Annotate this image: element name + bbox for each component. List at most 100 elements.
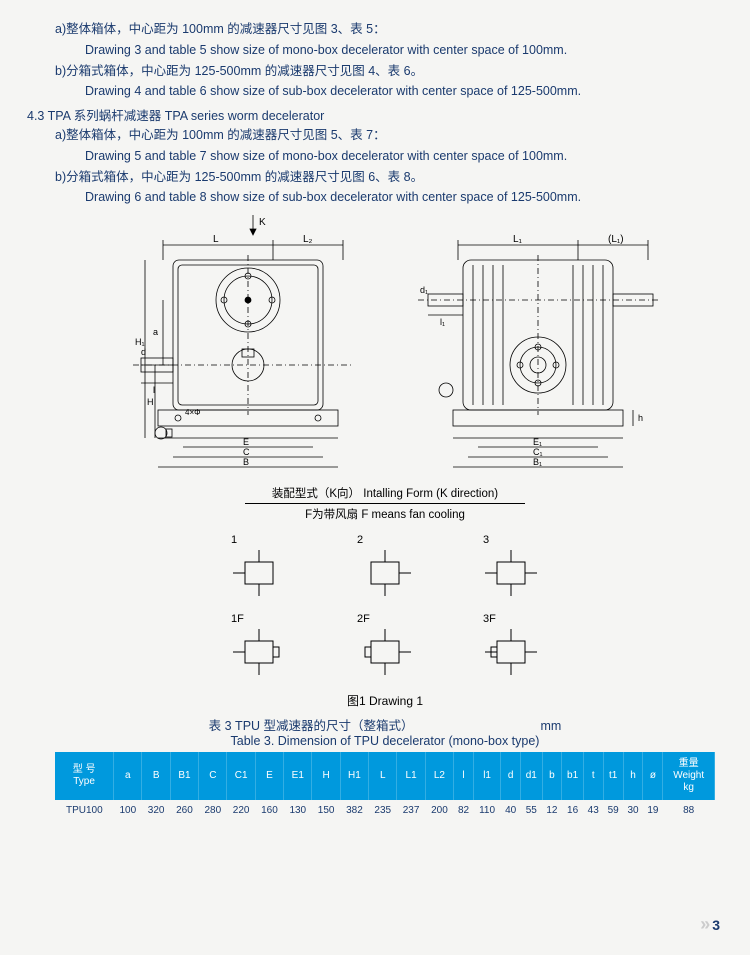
svg-text:d₁: d₁ xyxy=(420,285,428,295)
table-header: C xyxy=(199,752,227,800)
drawing-caption: 图1 Drawing 1 xyxy=(55,692,715,709)
table-header: l1 xyxy=(473,752,500,800)
table-cell: 320 xyxy=(142,800,170,821)
table-cell: 150 xyxy=(312,800,340,821)
table-header: ø xyxy=(643,752,663,800)
table-cell: 59 xyxy=(603,800,623,821)
b1-cn: b)分箱式箱体，中心距为 125-500mm 的减速器尺寸见图 4、表 6。 xyxy=(55,62,715,81)
install-icon-1f xyxy=(231,625,287,677)
svg-text:K: K xyxy=(259,217,266,228)
svg-text:h: h xyxy=(638,413,643,423)
table-header: a xyxy=(114,752,142,800)
svg-text:l: l xyxy=(153,385,155,395)
table-cell: 280 xyxy=(199,800,227,821)
svg-text:H₁: H₁ xyxy=(135,337,145,347)
dimension-table: 型 号TypeaBB1CC1EE1HH1LL1L2ll1dd1bb1tt1hø重… xyxy=(55,752,715,821)
icon-row-2: 1F 2F 3F xyxy=(55,613,715,680)
table-cell: 100 xyxy=(114,800,142,821)
drawing-front: K L L₂ xyxy=(103,215,373,475)
table-title-en: Table 3. Dimension of TPU decelerator (m… xyxy=(231,734,540,748)
icon-row-1: 1 2 3 xyxy=(55,534,715,601)
install-icon-2f xyxy=(357,625,413,677)
table-cell: 110 xyxy=(473,800,500,821)
icon-label-3: 3 xyxy=(483,534,539,546)
table-header: E xyxy=(255,752,283,800)
table-cell: 200 xyxy=(425,800,453,821)
table-cell: 220 xyxy=(227,800,255,821)
table-cell: 382 xyxy=(340,800,368,821)
table-cell: 16 xyxy=(562,800,583,821)
svg-text:E₁: E₁ xyxy=(533,437,542,447)
table-header: d xyxy=(501,752,521,800)
table-title-unit: mm xyxy=(541,719,562,733)
a2-en: Drawing 5 and table 7 show size of mono-… xyxy=(55,147,715,166)
table-cell: 260 xyxy=(170,800,198,821)
table-header: B1 xyxy=(170,752,198,800)
table-header: b1 xyxy=(562,752,583,800)
table-header: L xyxy=(369,752,397,800)
drawing-area: K L L₂ xyxy=(55,215,715,709)
icon-label-2: 2 xyxy=(357,534,413,546)
page-number: 3 xyxy=(700,914,720,935)
install-icon-1 xyxy=(231,546,287,598)
table-title: 表 3 TPU 型减速器的尺寸（整箱式） mm Table 3. Dimensi… xyxy=(55,715,715,748)
svg-text:(L₁): (L₁) xyxy=(608,234,624,245)
table-cell: 30 xyxy=(623,800,643,821)
table-header: H1 xyxy=(340,752,368,800)
table-header: d1 xyxy=(521,752,542,800)
table-cell: 130 xyxy=(284,800,312,821)
b2-en: Drawing 6 and table 8 show size of sub-b… xyxy=(55,188,715,207)
table-header: t xyxy=(583,752,603,800)
table-header: h xyxy=(623,752,643,800)
table-header: L2 xyxy=(425,752,453,800)
svg-text:4×Φ: 4×Φ xyxy=(185,408,201,417)
a1-en: Drawing 3 and table 5 show size of mono-… xyxy=(55,41,715,60)
table-cell: 237 xyxy=(397,800,425,821)
table-cell: 19 xyxy=(643,800,663,821)
install-icon-2 xyxy=(357,546,413,598)
table-cell: 40 xyxy=(501,800,521,821)
svg-text:B: B xyxy=(243,457,249,467)
table-cell: 235 xyxy=(369,800,397,821)
b1-en: Drawing 4 and table 6 show size of sub-b… xyxy=(55,82,715,101)
table-header: L1 xyxy=(397,752,425,800)
b2-cn: b)分箱式箱体，中心距为 125-500mm 的减速器尺寸见图 6、表 8。 xyxy=(55,168,715,187)
icon-label-3f: 3F xyxy=(483,613,539,625)
table-header: b xyxy=(542,752,562,800)
intro-text: a)整体箱体，中心距为 100mm 的减速器尺寸见图 3、表 5： Drawin… xyxy=(55,20,715,101)
icon-label-2f: 2F xyxy=(357,613,413,625)
svg-text:l₁: l₁ xyxy=(440,317,445,327)
table-header: B xyxy=(142,752,170,800)
table-cell: 82 xyxy=(454,800,474,821)
svg-text:C₁: C₁ xyxy=(533,447,543,457)
svg-text:E: E xyxy=(243,437,249,447)
section-43: 4.3 TPA 系列蜗杆减速器 TPA series worm decelera… xyxy=(27,105,715,124)
install-line1: 装配型式（K向） Intalling Form (K direction) xyxy=(272,488,498,500)
install-icon-3f xyxy=(483,625,539,677)
table-cell: TPU100 xyxy=(55,800,114,821)
table-title-cn: 表 3 TPU 型减速器的尺寸（整箱式） xyxy=(209,719,414,733)
a1-cn: a)整体箱体，中心距为 100mm 的减速器尺寸见图 3、表 5： xyxy=(55,20,715,39)
svg-text:C: C xyxy=(243,447,250,457)
table-cell: 88 xyxy=(663,800,715,821)
table-header: t1 xyxy=(603,752,623,800)
table-header: l xyxy=(454,752,474,800)
a2-cn: a)整体箱体，中心距为 100mm 的减速器尺寸见图 5、表 7： xyxy=(55,126,715,145)
table-cell: 43 xyxy=(583,800,603,821)
install-line2: F为带风扇 F means fan cooling xyxy=(305,509,465,521)
table-cell: 160 xyxy=(255,800,283,821)
svg-text:a: a xyxy=(153,327,158,337)
svg-text:L: L xyxy=(213,234,219,245)
svg-text:B₁: B₁ xyxy=(533,457,542,467)
table-header: 型 号Type xyxy=(55,752,114,800)
table-header: C1 xyxy=(227,752,255,800)
table-header: 重量Weightkg xyxy=(663,752,715,800)
icon-label-1: 1 xyxy=(231,534,287,546)
table-header: E1 xyxy=(284,752,312,800)
table-cell: 12 xyxy=(542,800,562,821)
install-header: 装配型式（K向） Intalling Form (K direction) F为… xyxy=(55,485,715,522)
svg-text:H: H xyxy=(147,397,154,407)
svg-text:L₂: L₂ xyxy=(303,234,313,245)
icon-label-1f: 1F xyxy=(231,613,287,625)
table-header: H xyxy=(312,752,340,800)
